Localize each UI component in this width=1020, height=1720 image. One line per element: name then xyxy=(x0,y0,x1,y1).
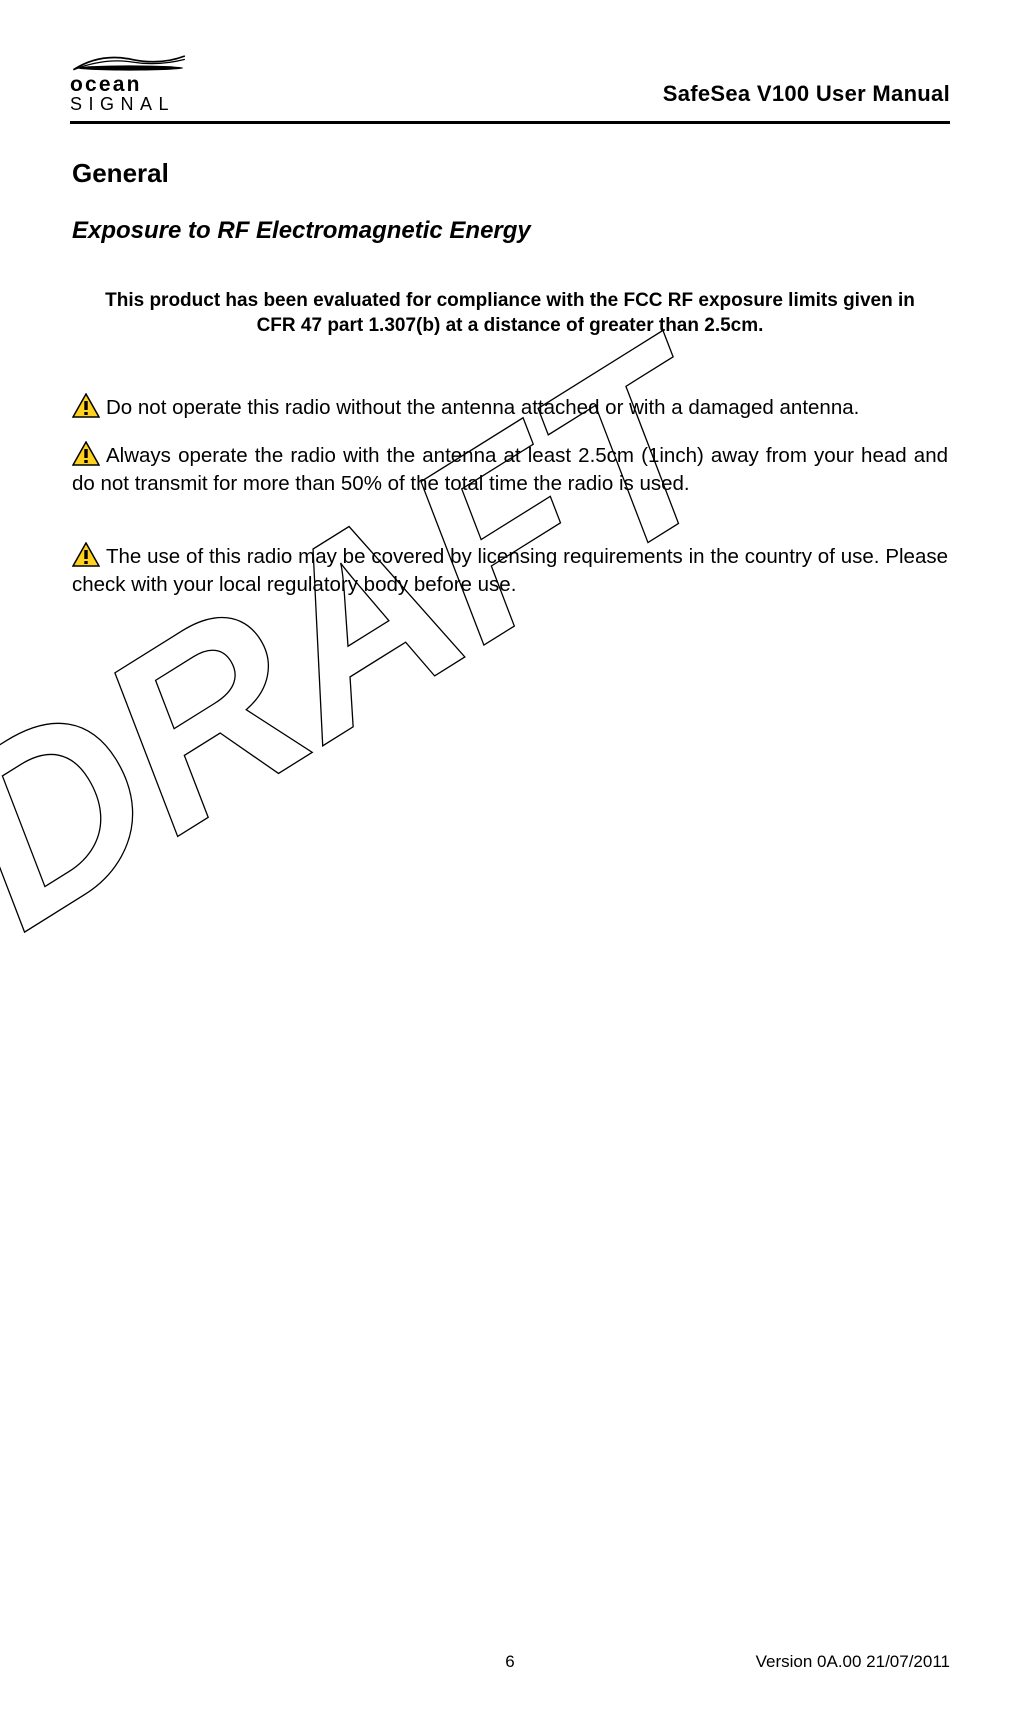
warning-text-3: The use of this radio may be covered by … xyxy=(72,545,948,596)
warning-paragraph-3: The use of this radio may be covered by … xyxy=(72,543,948,598)
warning-icon xyxy=(72,542,100,568)
warning-text-2: Always operate the radio with the antenn… xyxy=(72,444,948,495)
warning-icon xyxy=(72,441,100,467)
warning-paragraph-2: Always operate the radio with the antenn… xyxy=(72,442,948,497)
brand-logo: ocean SIGNAL xyxy=(70,50,190,113)
warning-icon xyxy=(72,393,100,419)
heading-general: General xyxy=(72,158,948,189)
version-info: Version 0A.00 21/07/2011 xyxy=(756,1652,950,1672)
header: ocean SIGNAL SafeSea V100 User Manual xyxy=(70,50,950,113)
content-area: General Exposure to RF Electromagnetic E… xyxy=(70,158,950,599)
footer: 6 Version 0A.00 21/07/2011 xyxy=(70,1652,950,1672)
logo-text-top: ocean xyxy=(70,76,142,95)
warning-paragraph-1: Do not operate this radio without the an… xyxy=(72,394,948,422)
heading-subsection: Exposure to RF Electromagnetic Energy xyxy=(72,217,948,245)
logo-wave-icon xyxy=(70,50,190,74)
compliance-notice: This product has been evaluated for comp… xyxy=(72,289,948,338)
document-title: SafeSea V100 User Manual xyxy=(663,81,950,113)
page-number: 6 xyxy=(505,1652,514,1672)
logo-text-bottom: SIGNAL xyxy=(70,95,175,113)
document-page: ocean SIGNAL SafeSea V100 User Manual Ge… xyxy=(0,0,1020,1720)
header-divider xyxy=(70,121,950,124)
warning-text-1: Do not operate this radio without the an… xyxy=(106,396,859,419)
